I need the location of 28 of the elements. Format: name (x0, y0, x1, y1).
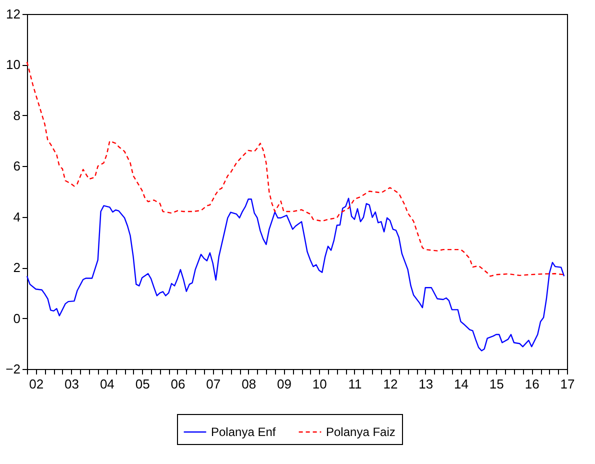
x-tick-label: 08 (242, 376, 256, 392)
line-series (26, 198, 565, 352)
y-tick-label: 8 (13, 108, 20, 123)
y-tick-label: 10 (6, 57, 20, 72)
x-tick-label: 06 (170, 376, 186, 392)
y-tick-label: 2 (13, 260, 20, 276)
y-tick-label: 12 (6, 6, 20, 22)
y-tick-label: −2 (6, 362, 20, 376)
legend-label: Polanya Faiz (326, 425, 396, 439)
x-tick-label: 12 (383, 376, 398, 392)
x-tick-label: 02 (29, 376, 44, 392)
x-tick-label: 17 (560, 376, 575, 392)
y-tick-label: 6 (13, 158, 20, 174)
x-tick-label: 16 (524, 376, 540, 392)
x-tick-label: 07 (206, 376, 221, 392)
x-tick-label: 14 (454, 376, 468, 392)
x-tick-label: 15 (489, 376, 504, 392)
x-tick-label: 13 (418, 376, 434, 392)
x-tick-label: 09 (276, 376, 292, 392)
legend-label: Polanya Enf (211, 425, 276, 439)
y-tick-label: 4 (13, 209, 20, 224)
x-tick-label: 11 (348, 376, 362, 392)
x-tick-label: 10 (312, 376, 327, 392)
x-tick-label: 03 (64, 376, 79, 392)
x-tick-label: 04 (100, 376, 114, 392)
x-tick-label: 05 (135, 376, 150, 392)
line-series (26, 61, 565, 277)
y-tick-label: 0 (13, 310, 20, 326)
